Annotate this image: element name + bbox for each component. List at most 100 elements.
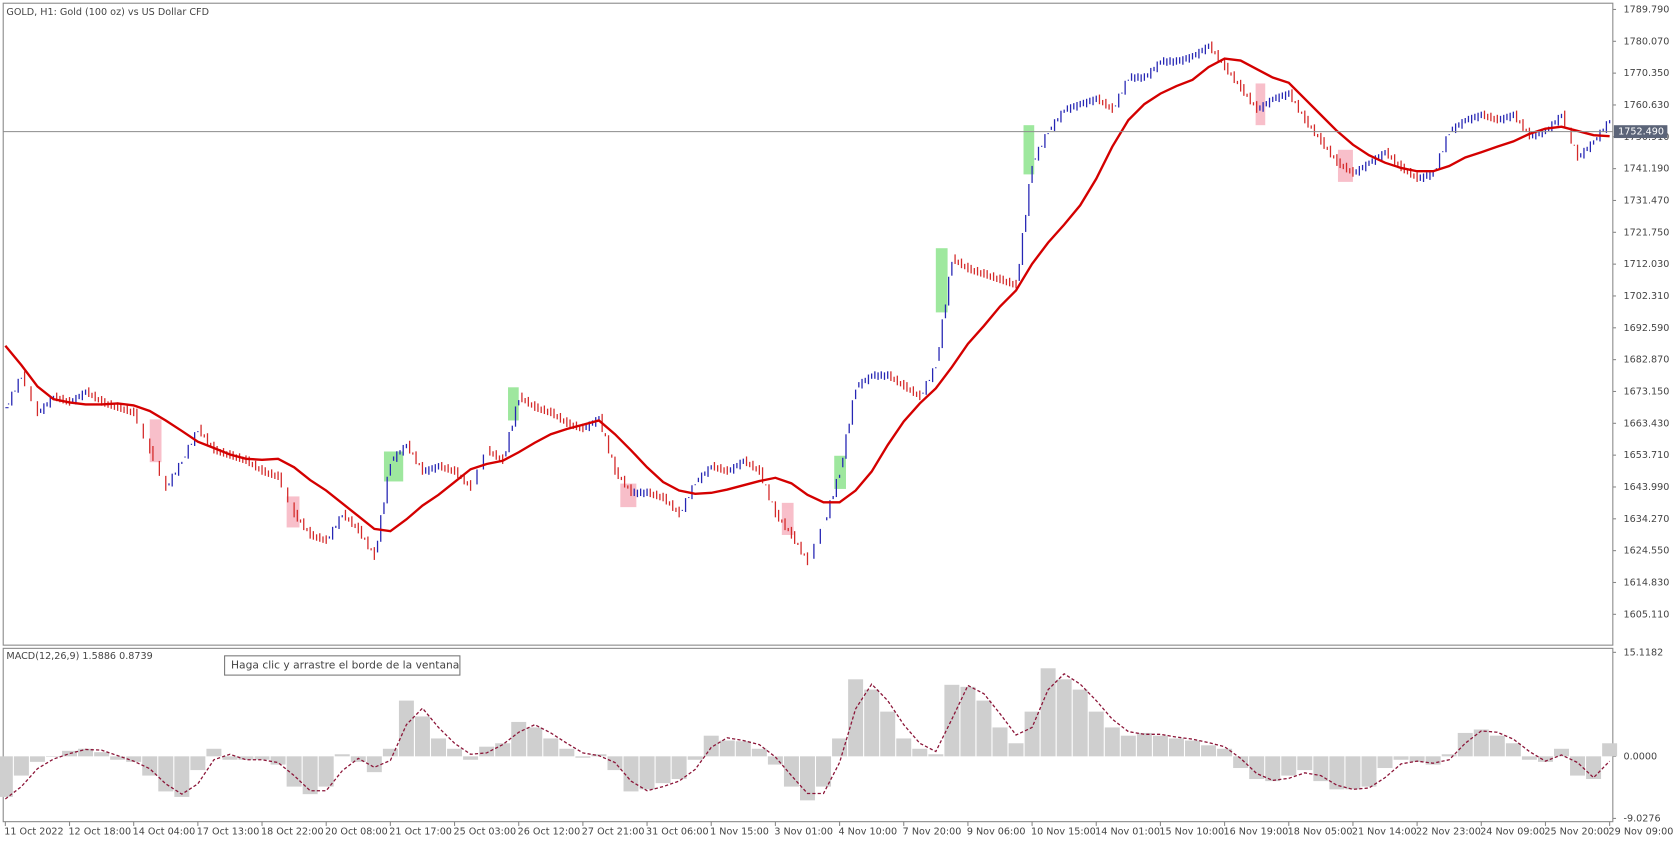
histogram-bar bbox=[1217, 748, 1233, 757]
highlight-up bbox=[935, 248, 948, 313]
y-tick-label: 1653.710 bbox=[1624, 450, 1670, 461]
histogram-bar bbox=[1120, 735, 1136, 757]
histogram-bar bbox=[334, 754, 350, 757]
x-tick-label: 20 Oct 08:00 bbox=[325, 826, 388, 837]
histogram-bar bbox=[1297, 756, 1313, 771]
histogram-bar bbox=[1586, 756, 1602, 780]
histogram-bar bbox=[559, 748, 575, 757]
x-tick-label: 7 Nov 20:00 bbox=[903, 826, 962, 837]
chart-title: GOLD, H1: Gold (100 oz) vs US Dollar CFD bbox=[6, 7, 209, 18]
histogram-bar bbox=[687, 756, 703, 760]
histogram-bar bbox=[1489, 735, 1505, 757]
x-tick-label: 11 Oct 2022 bbox=[4, 826, 63, 837]
histogram-bar bbox=[1040, 668, 1056, 757]
histogram-bar bbox=[1233, 756, 1249, 769]
macd-frame bbox=[2, 647, 1614, 823]
histogram-bar bbox=[1201, 745, 1217, 757]
histogram-bar bbox=[431, 738, 446, 757]
y-tick-label: 1780.070 bbox=[1624, 36, 1670, 47]
histogram-bar bbox=[1393, 756, 1409, 760]
x-tick-label: 26 Oct 12:00 bbox=[518, 826, 581, 837]
histogram-bar bbox=[1136, 732, 1152, 757]
y-tick-label: 1663.430 bbox=[1624, 418, 1670, 429]
histogram-bar bbox=[495, 743, 511, 757]
histogram-bar bbox=[110, 756, 126, 760]
histogram-bar bbox=[1008, 743, 1024, 757]
highlight-down bbox=[286, 496, 300, 528]
histogram-bar bbox=[1473, 729, 1489, 757]
histogram-bar bbox=[1441, 754, 1457, 757]
x-tick-label: 18 Nov 05:00 bbox=[1288, 826, 1353, 837]
tooltip-box bbox=[224, 655, 461, 676]
histogram-bar bbox=[1505, 743, 1521, 757]
histogram-bar bbox=[1409, 756, 1425, 762]
y-tick-label: 1760.630 bbox=[1624, 100, 1670, 111]
histogram-bar bbox=[62, 750, 78, 757]
histogram-bar bbox=[1265, 756, 1281, 782]
histogram-bar bbox=[655, 756, 671, 784]
histogram-bar bbox=[703, 735, 719, 757]
histogram-bar bbox=[126, 756, 142, 762]
histogram-bar bbox=[1313, 756, 1329, 782]
histogram-bar bbox=[1104, 727, 1120, 757]
histogram-bar bbox=[1249, 756, 1265, 780]
histogram-bar bbox=[447, 748, 463, 757]
histogram-bar bbox=[0, 756, 13, 797]
x-tick-label: 3 Nov 01:00 bbox=[774, 826, 833, 837]
histogram-bar bbox=[1152, 735, 1168, 757]
y-tick-label: 1692.590 bbox=[1624, 323, 1670, 334]
histogram-bar bbox=[816, 756, 832, 787]
histogram-bar bbox=[1521, 756, 1537, 760]
histogram-bar bbox=[1554, 748, 1569, 757]
x-tick-label: 9 Nov 06:00 bbox=[967, 826, 1026, 837]
histogram-bar bbox=[1361, 756, 1377, 787]
histogram-bar bbox=[302, 756, 318, 795]
histogram-bar bbox=[1457, 732, 1473, 757]
signal-line bbox=[4, 672, 1611, 800]
histogram-bar bbox=[1024, 711, 1040, 757]
x-tick-label: 21 Oct 17:00 bbox=[389, 826, 452, 837]
histogram-bar bbox=[174, 756, 190, 797]
histogram-bar bbox=[1056, 679, 1072, 757]
histogram-bar bbox=[1570, 756, 1586, 776]
highlight-down bbox=[781, 502, 794, 535]
highlight-down bbox=[149, 419, 162, 463]
x-tick-label: 27 Oct 21:00 bbox=[582, 826, 645, 837]
y-tick-label: 1634.270 bbox=[1624, 514, 1670, 525]
histogram-bar bbox=[575, 756, 591, 758]
histogram-bar bbox=[13, 756, 29, 776]
histogram-bar bbox=[1088, 711, 1104, 757]
histogram-bar bbox=[543, 738, 559, 757]
histogram-bar bbox=[767, 756, 783, 765]
histogram-bar bbox=[1425, 756, 1441, 765]
histogram-bar bbox=[719, 740, 735, 757]
tooltip: Haga clic y arrastre el borde de la vent… bbox=[231, 658, 459, 671]
histogram-bar bbox=[382, 748, 398, 757]
x-tick-label: 25 Oct 03:00 bbox=[453, 826, 516, 837]
histogram-bar bbox=[1602, 743, 1618, 757]
x-tick-label: 14 Oct 04:00 bbox=[133, 826, 196, 837]
histogram-bar bbox=[880, 711, 896, 757]
x-tick-label: 14 Nov 01:00 bbox=[1095, 826, 1160, 837]
y-tick-label: 1614.830 bbox=[1624, 577, 1670, 588]
histogram-bar bbox=[1377, 756, 1393, 769]
histogram-bar bbox=[944, 684, 960, 757]
y-tick-label: 1605.110 bbox=[1624, 609, 1670, 620]
x-tick-label: 17 Oct 13:00 bbox=[197, 826, 260, 837]
highlight-up bbox=[834, 455, 846, 489]
histogram-bar bbox=[45, 756, 61, 757]
histogram-bar bbox=[94, 752, 110, 757]
highlight-down bbox=[620, 483, 637, 508]
histogram-bar bbox=[1185, 740, 1200, 757]
histogram-bar bbox=[671, 756, 687, 780]
histogram-bar bbox=[270, 756, 286, 765]
price-frame bbox=[2, 2, 1614, 646]
histogram-bar bbox=[751, 748, 767, 757]
y-tick-label: 15.1182 bbox=[1624, 647, 1664, 658]
highlight-down bbox=[1255, 83, 1266, 126]
histogram-bar bbox=[1168, 738, 1184, 757]
histogram-bar bbox=[1537, 756, 1553, 762]
y-tick-label: 1643.990 bbox=[1624, 482, 1670, 493]
histogram-bar bbox=[222, 756, 238, 760]
highlight-down bbox=[1337, 149, 1353, 182]
